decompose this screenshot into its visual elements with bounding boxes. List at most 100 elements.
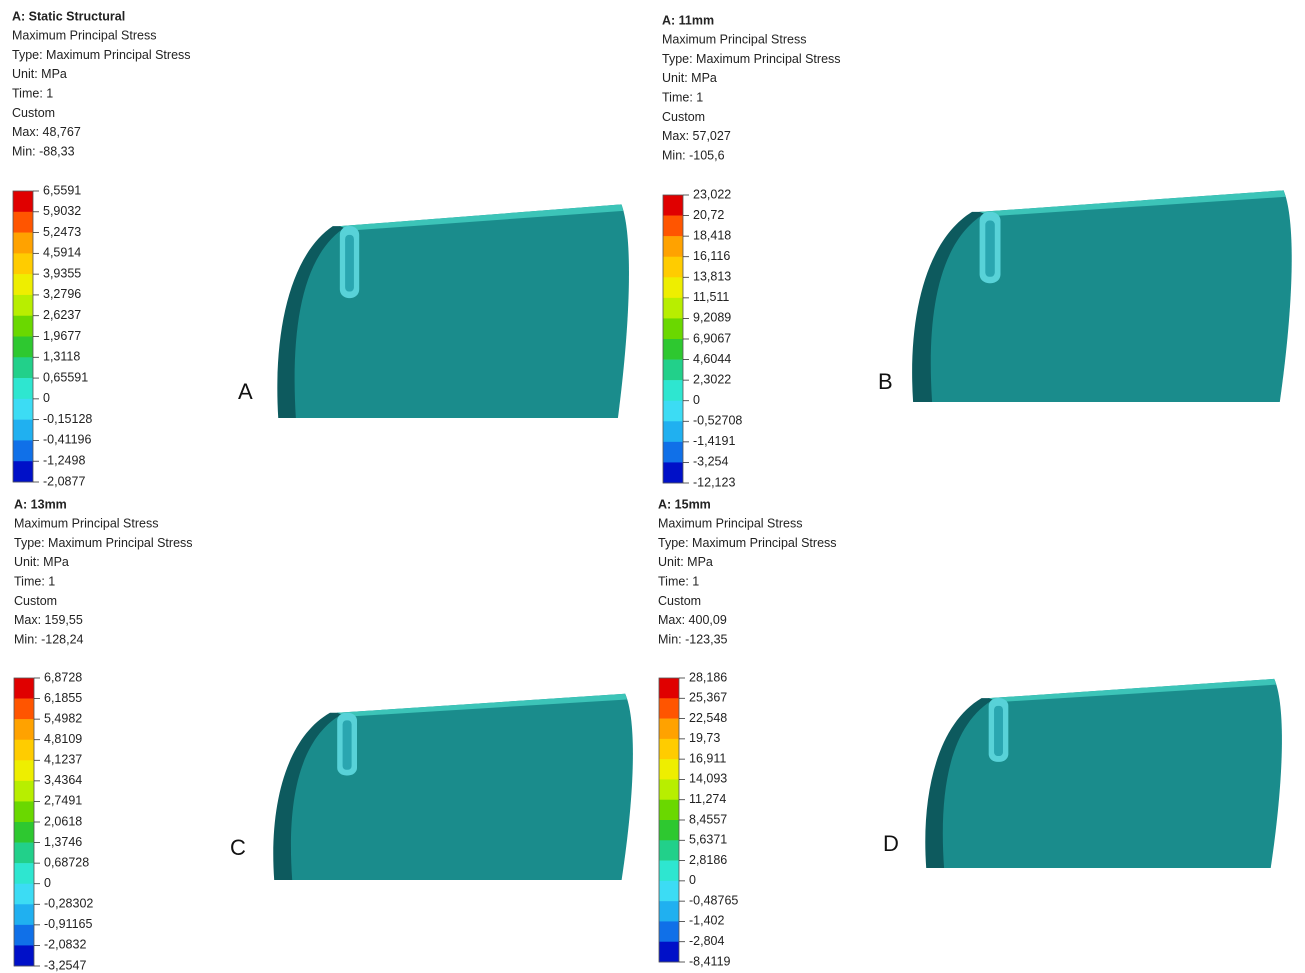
legend-label: 23,022: [693, 187, 731, 201]
legend-label: 1,3118: [43, 350, 80, 364]
legend-label: 20,72: [693, 208, 724, 222]
legend-label: 3,4364: [44, 773, 82, 787]
legend-band: [659, 800, 679, 821]
legend-label: 25,367: [689, 691, 727, 705]
legend-label: -8,4119: [689, 954, 731, 968]
legend-band: [659, 779, 679, 800]
legend-band: [14, 781, 34, 802]
panel-title: A: Static Structural: [12, 9, 125, 23]
legend-band: [663, 360, 683, 381]
legend-label: 5,9032: [43, 204, 81, 218]
legend-label: 2,7491: [44, 794, 82, 808]
legend-label: -2,0832: [44, 938, 86, 952]
legend-label: 0: [689, 873, 696, 887]
legend-label: 28,186: [689, 670, 727, 684]
legend-label: 0,68728: [44, 855, 89, 869]
legend-band: [13, 295, 33, 316]
legend-band: [663, 442, 683, 463]
info-line: Max: 159,55: [14, 613, 83, 627]
info-line: Max: 400,09: [658, 613, 727, 627]
legend-label: 14,093: [689, 772, 727, 786]
legend-label: 0: [693, 393, 700, 407]
info-line: Min: -128,24: [14, 632, 84, 646]
legend-label: 0,65591: [43, 370, 88, 384]
legend-band: [13, 233, 33, 254]
legend-band: [14, 699, 34, 720]
legend-label: -0,28302: [44, 897, 93, 911]
legend-band: [663, 462, 683, 483]
legend-label: 1,9677: [43, 329, 81, 343]
panel-label: D: [883, 831, 899, 856]
info-line: Min: -123,35: [658, 632, 728, 646]
legend-band: [659, 840, 679, 861]
info-line: Unit: MPa: [12, 67, 67, 81]
legend-band: [14, 945, 34, 966]
legend-label: 5,4982: [44, 711, 82, 725]
legend-band: [13, 274, 33, 295]
legend-band: [13, 212, 33, 233]
info-line: Unit: MPa: [14, 555, 69, 569]
legend-label: 19,73: [689, 731, 720, 745]
legend-label: 3,9355: [43, 266, 81, 280]
legend-label: 5,2473: [43, 225, 81, 239]
legend-label: -0,91165: [44, 917, 92, 931]
info-line: Type: Maximum Principal Stress: [14, 536, 193, 550]
info-line: Type: Maximum Principal Stress: [658, 536, 837, 550]
panel-label: C: [230, 835, 246, 860]
legend-band: [659, 901, 679, 922]
model: [277, 204, 629, 418]
legend-band: [14, 925, 34, 946]
legend-label: 8,4557: [689, 812, 727, 826]
legend-band: [13, 440, 33, 461]
legend-band: [663, 380, 683, 401]
legend-label: 1,3746: [44, 835, 82, 849]
panel-title: A: 15mm: [658, 497, 711, 511]
legend-band: [13, 461, 33, 482]
legend-label: 4,5914: [43, 246, 81, 260]
info-line: Maximum Principal Stress: [14, 517, 158, 531]
info-line: Min: -105,6: [662, 148, 725, 162]
legend-band: [14, 760, 34, 781]
info-line: Unit: MPa: [662, 71, 717, 85]
legend-band: [13, 337, 33, 358]
info-line: Time: 1: [658, 574, 699, 588]
legend-label: -0,41196: [43, 433, 91, 447]
info-line: Time: 1: [12, 86, 53, 100]
panel-label: A: [238, 379, 253, 404]
legend-band: [663, 401, 683, 422]
legend-band: [14, 822, 34, 843]
legend-band: [663, 236, 683, 257]
info-line: Min: -88,33: [12, 144, 75, 158]
legend-band: [663, 216, 683, 237]
legend-label: 4,8109: [44, 732, 82, 746]
legend-label: 16,911: [689, 751, 726, 765]
panel-title: A: 11mm: [662, 13, 714, 27]
legend-label: 6,1855: [44, 691, 82, 705]
implant-thread: [343, 720, 352, 769]
legend-band: [663, 318, 683, 339]
legend-label: 2,6237: [43, 308, 81, 322]
legend-band: [659, 942, 679, 963]
info-line: Maximum Principal Stress: [658, 517, 802, 531]
panel-title: A: 13mm: [14, 497, 67, 511]
legend-label: 2,3022: [693, 372, 731, 386]
legend-label: 2,0618: [44, 814, 82, 828]
legend-band: [13, 253, 33, 274]
legend-label: -2,804: [689, 934, 724, 948]
legend-label: 11,274: [689, 792, 726, 806]
info-line: Maximum Principal Stress: [12, 29, 156, 43]
legend-band: [14, 801, 34, 822]
legend-band: [659, 921, 679, 942]
legend-band: [663, 298, 683, 319]
legend-band: [659, 719, 679, 740]
model: [912, 190, 1292, 402]
figure: A: Static Structural Maximum Principal St…: [0, 0, 1305, 973]
legend-label: 16,116: [693, 249, 730, 263]
legend-band: [13, 191, 33, 212]
legend-band: [659, 861, 679, 882]
legend-band: [659, 739, 679, 760]
legend-label: -1,4191: [693, 434, 735, 448]
legend-band: [13, 378, 33, 399]
legend-band: [14, 863, 34, 884]
legend-label: -3,2547: [44, 958, 86, 972]
